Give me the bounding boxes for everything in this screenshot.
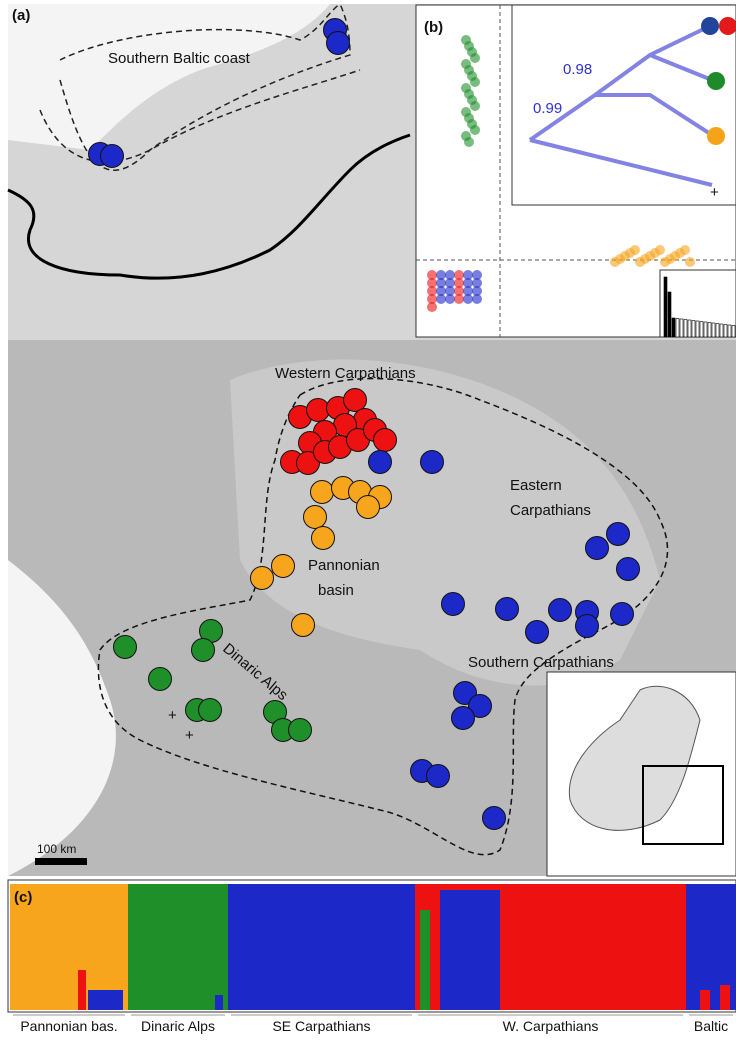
eigen-bar — [696, 321, 699, 337]
eigen-bar — [704, 322, 707, 337]
pie — [617, 558, 640, 581]
eigen-bar — [688, 320, 691, 337]
group-label: Baltic — [694, 1018, 728, 1034]
group-label: W. Carpathians — [503, 1018, 599, 1034]
pie — [149, 668, 172, 691]
region-label: Carpathians — [510, 502, 591, 519]
pca-point — [454, 294, 464, 304]
pie — [526, 621, 549, 644]
pca-point — [470, 101, 480, 111]
eigen-bar — [700, 322, 703, 338]
pie — [452, 707, 475, 730]
scale-label: 100 km — [37, 842, 76, 856]
eigen-bar — [708, 323, 711, 338]
pie — [289, 719, 312, 742]
pie — [251, 567, 274, 590]
group-label: SE Carpathians — [272, 1018, 370, 1034]
group-label: Pannonian bas. — [20, 1018, 117, 1034]
pie — [586, 537, 609, 560]
structure-block — [700, 990, 710, 1010]
pie — [327, 32, 350, 55]
pca-point — [427, 302, 437, 312]
eigen-bar — [720, 324, 723, 337]
eigen-bar — [684, 320, 687, 338]
pie — [101, 145, 124, 168]
pca-point — [445, 294, 455, 304]
pie — [311, 481, 334, 504]
pie — [611, 603, 634, 626]
tree-tip — [707, 127, 725, 145]
region-label: Pannonian — [308, 557, 380, 574]
structure-block — [128, 884, 228, 1010]
pca-point — [630, 245, 640, 255]
support-value: 0.98 — [563, 61, 592, 78]
pie — [483, 807, 506, 830]
region-label: basin — [318, 582, 354, 599]
structure-block — [720, 985, 730, 1010]
eigen-bar — [672, 318, 675, 337]
pca-point — [685, 257, 695, 267]
outgroup-marker: + — [710, 184, 719, 201]
pie — [369, 451, 392, 474]
region-label: Eastern — [510, 477, 562, 494]
eigen-bar — [668, 292, 671, 337]
figure: (a) Southern Baltic coast Western Carpat… — [0, 0, 736, 1037]
structure-block — [440, 890, 500, 1010]
pca-point — [680, 245, 690, 255]
pca-point — [470, 125, 480, 135]
eigen-bar — [732, 326, 735, 338]
pie — [304, 506, 327, 529]
pie — [496, 598, 519, 621]
marker: + — [185, 727, 194, 744]
pie — [192, 639, 215, 662]
pie — [576, 615, 599, 638]
pca-point — [463, 294, 473, 304]
eigen-bar — [724, 325, 727, 338]
pie — [292, 614, 315, 637]
pie — [199, 699, 222, 722]
panel-label: (a) — [12, 7, 30, 24]
eigen-bar — [716, 324, 719, 338]
pie — [442, 593, 465, 616]
pie — [549, 599, 572, 622]
pie — [421, 451, 444, 474]
pca-point — [464, 137, 474, 147]
eigen-bar — [676, 319, 679, 338]
region-label: Western Carpathians — [275, 365, 416, 382]
group-label: Dinaric Alps — [141, 1018, 215, 1034]
region-label: Southern Carpathians — [468, 654, 614, 671]
eigen-bar — [680, 319, 683, 337]
pie — [374, 429, 397, 452]
pie — [357, 496, 380, 519]
scale-bar — [35, 858, 87, 865]
eigen-bar — [728, 325, 731, 337]
pie — [344, 389, 367, 412]
pca-point — [655, 245, 665, 255]
marker: + — [168, 707, 177, 724]
tree-tip — [701, 17, 719, 35]
structure-block — [78, 970, 86, 1010]
pie — [307, 399, 330, 422]
eigen-bar — [712, 323, 715, 337]
pie — [427, 765, 450, 788]
pie — [114, 636, 137, 659]
pca-point — [470, 77, 480, 87]
panel-label: (b) — [424, 19, 443, 36]
pie — [272, 555, 295, 578]
panel-label: (c) — [14, 889, 32, 906]
support-value: 0.99 — [533, 100, 562, 117]
pie — [312, 527, 335, 550]
structure-block — [420, 910, 430, 1010]
pca-point — [472, 294, 482, 304]
region-label: Southern Baltic coast — [108, 50, 251, 67]
structure-block — [228, 884, 415, 1010]
tree-tip — [707, 72, 725, 90]
eigen-bar — [664, 277, 667, 337]
pie — [607, 523, 630, 546]
pca-point — [436, 294, 446, 304]
pca-point — [470, 53, 480, 63]
structure-block — [215, 995, 223, 1010]
structure-block — [88, 990, 123, 1010]
eigen-bar — [692, 321, 695, 338]
